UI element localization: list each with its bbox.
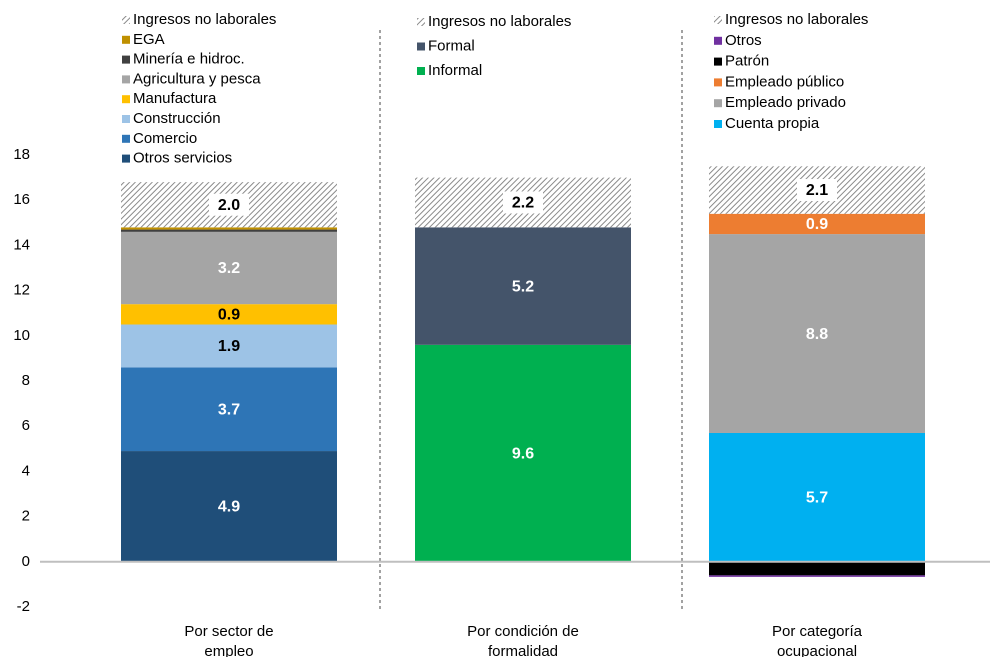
x-tick-label: ocupacional [777,643,857,657]
y-tick-label: -2 [17,598,30,615]
legend-swatch [714,99,722,108]
legend-label: Formal [428,37,475,54]
legend-label: Manufactura [133,90,217,107]
legend-swatch [417,67,425,75]
data-label: 9.6 [512,446,534,463]
data-label: 2.2 [512,195,534,212]
x-tick-label: Por sector de [184,623,273,640]
legend-label: Informal [428,62,482,79]
legend-swatch [714,57,722,66]
data-label: 2.1 [806,182,828,199]
legend-swatch [122,75,130,84]
data-label: 1.9 [218,338,240,355]
legend-swatch [122,115,130,123]
y-tick-label: 6 [22,417,30,434]
label-box [503,191,543,214]
bar-segment [709,234,925,433]
legend-swatch [122,55,130,64]
y-tick-label: 14 [13,236,30,253]
legend-swatch [714,78,722,87]
legend-label: Empleado público [725,73,844,90]
y-tick-label: 4 [22,462,30,479]
label-box [209,193,249,216]
y-tick-label: 0 [22,553,30,570]
y-tick-label: 12 [13,282,30,299]
legend-swatch [122,16,130,24]
bar-segment [121,227,337,230]
legend-swatch [714,120,722,128]
x-tick-label: empleo [204,643,253,657]
y-tick-label: 18 [13,146,30,163]
bar-segment [121,231,337,305]
legend-swatch [122,35,130,44]
legend-swatch [122,95,130,104]
bar-segment [709,575,925,577]
legend-label: Ingresos no laborales [725,11,868,28]
bar-segment [415,227,631,345]
legend-label: Otros [725,32,762,49]
legend-label: Minería e hidroc. [133,51,245,68]
data-label: 5.2 [512,278,534,295]
data-label: 4.9 [218,499,240,516]
legend-swatch [417,18,425,26]
legend-label: Otros servicios [133,150,232,167]
bar-segment [121,229,337,232]
bar-segment [121,324,337,368]
data-label: 8.8 [806,326,828,343]
data-label: 2.0 [218,197,240,214]
data-label: 5.7 [806,490,828,507]
y-tick-label: 16 [13,191,30,208]
bar-segment [415,344,631,562]
legend-swatch [122,134,130,143]
data-label: 0.9 [218,307,240,324]
x-tick-label: Por categoría [772,623,863,640]
legend-label: Ingresos no laborales [428,13,571,30]
legend-swatch [714,36,722,45]
legend-label: Ingresos no laborales [133,11,276,28]
legend-label: Construcción [133,110,221,127]
y-tick-label: 10 [13,327,30,344]
legend-label: Empleado privado [725,94,846,111]
data-label: 3.7 [218,401,240,418]
data-label: 3.2 [218,260,240,277]
x-tick-label: Por condición de [467,623,579,640]
legend-label: Cuenta propia [725,115,820,132]
legend-swatch [417,42,425,51]
bar-segment [709,561,925,576]
legend-label: Agricultura y pesca [133,70,261,87]
bar-segment [709,432,925,562]
legend-label: Comercio [133,130,197,147]
bar-segment [121,367,337,452]
label-box [797,179,837,202]
data-label: 0.9 [806,216,828,233]
y-tick-label: 8 [22,372,30,389]
legend-swatch [714,16,722,24]
bar-segment [121,304,337,325]
bar-segment [709,213,925,235]
y-tick-label: 2 [22,508,30,525]
x-tick-label: formalidad [488,643,558,657]
legend-label: EGA [133,31,165,48]
legend-swatch [122,154,130,163]
bar-segment [121,451,337,562]
legend-label: Patrón [725,53,769,70]
